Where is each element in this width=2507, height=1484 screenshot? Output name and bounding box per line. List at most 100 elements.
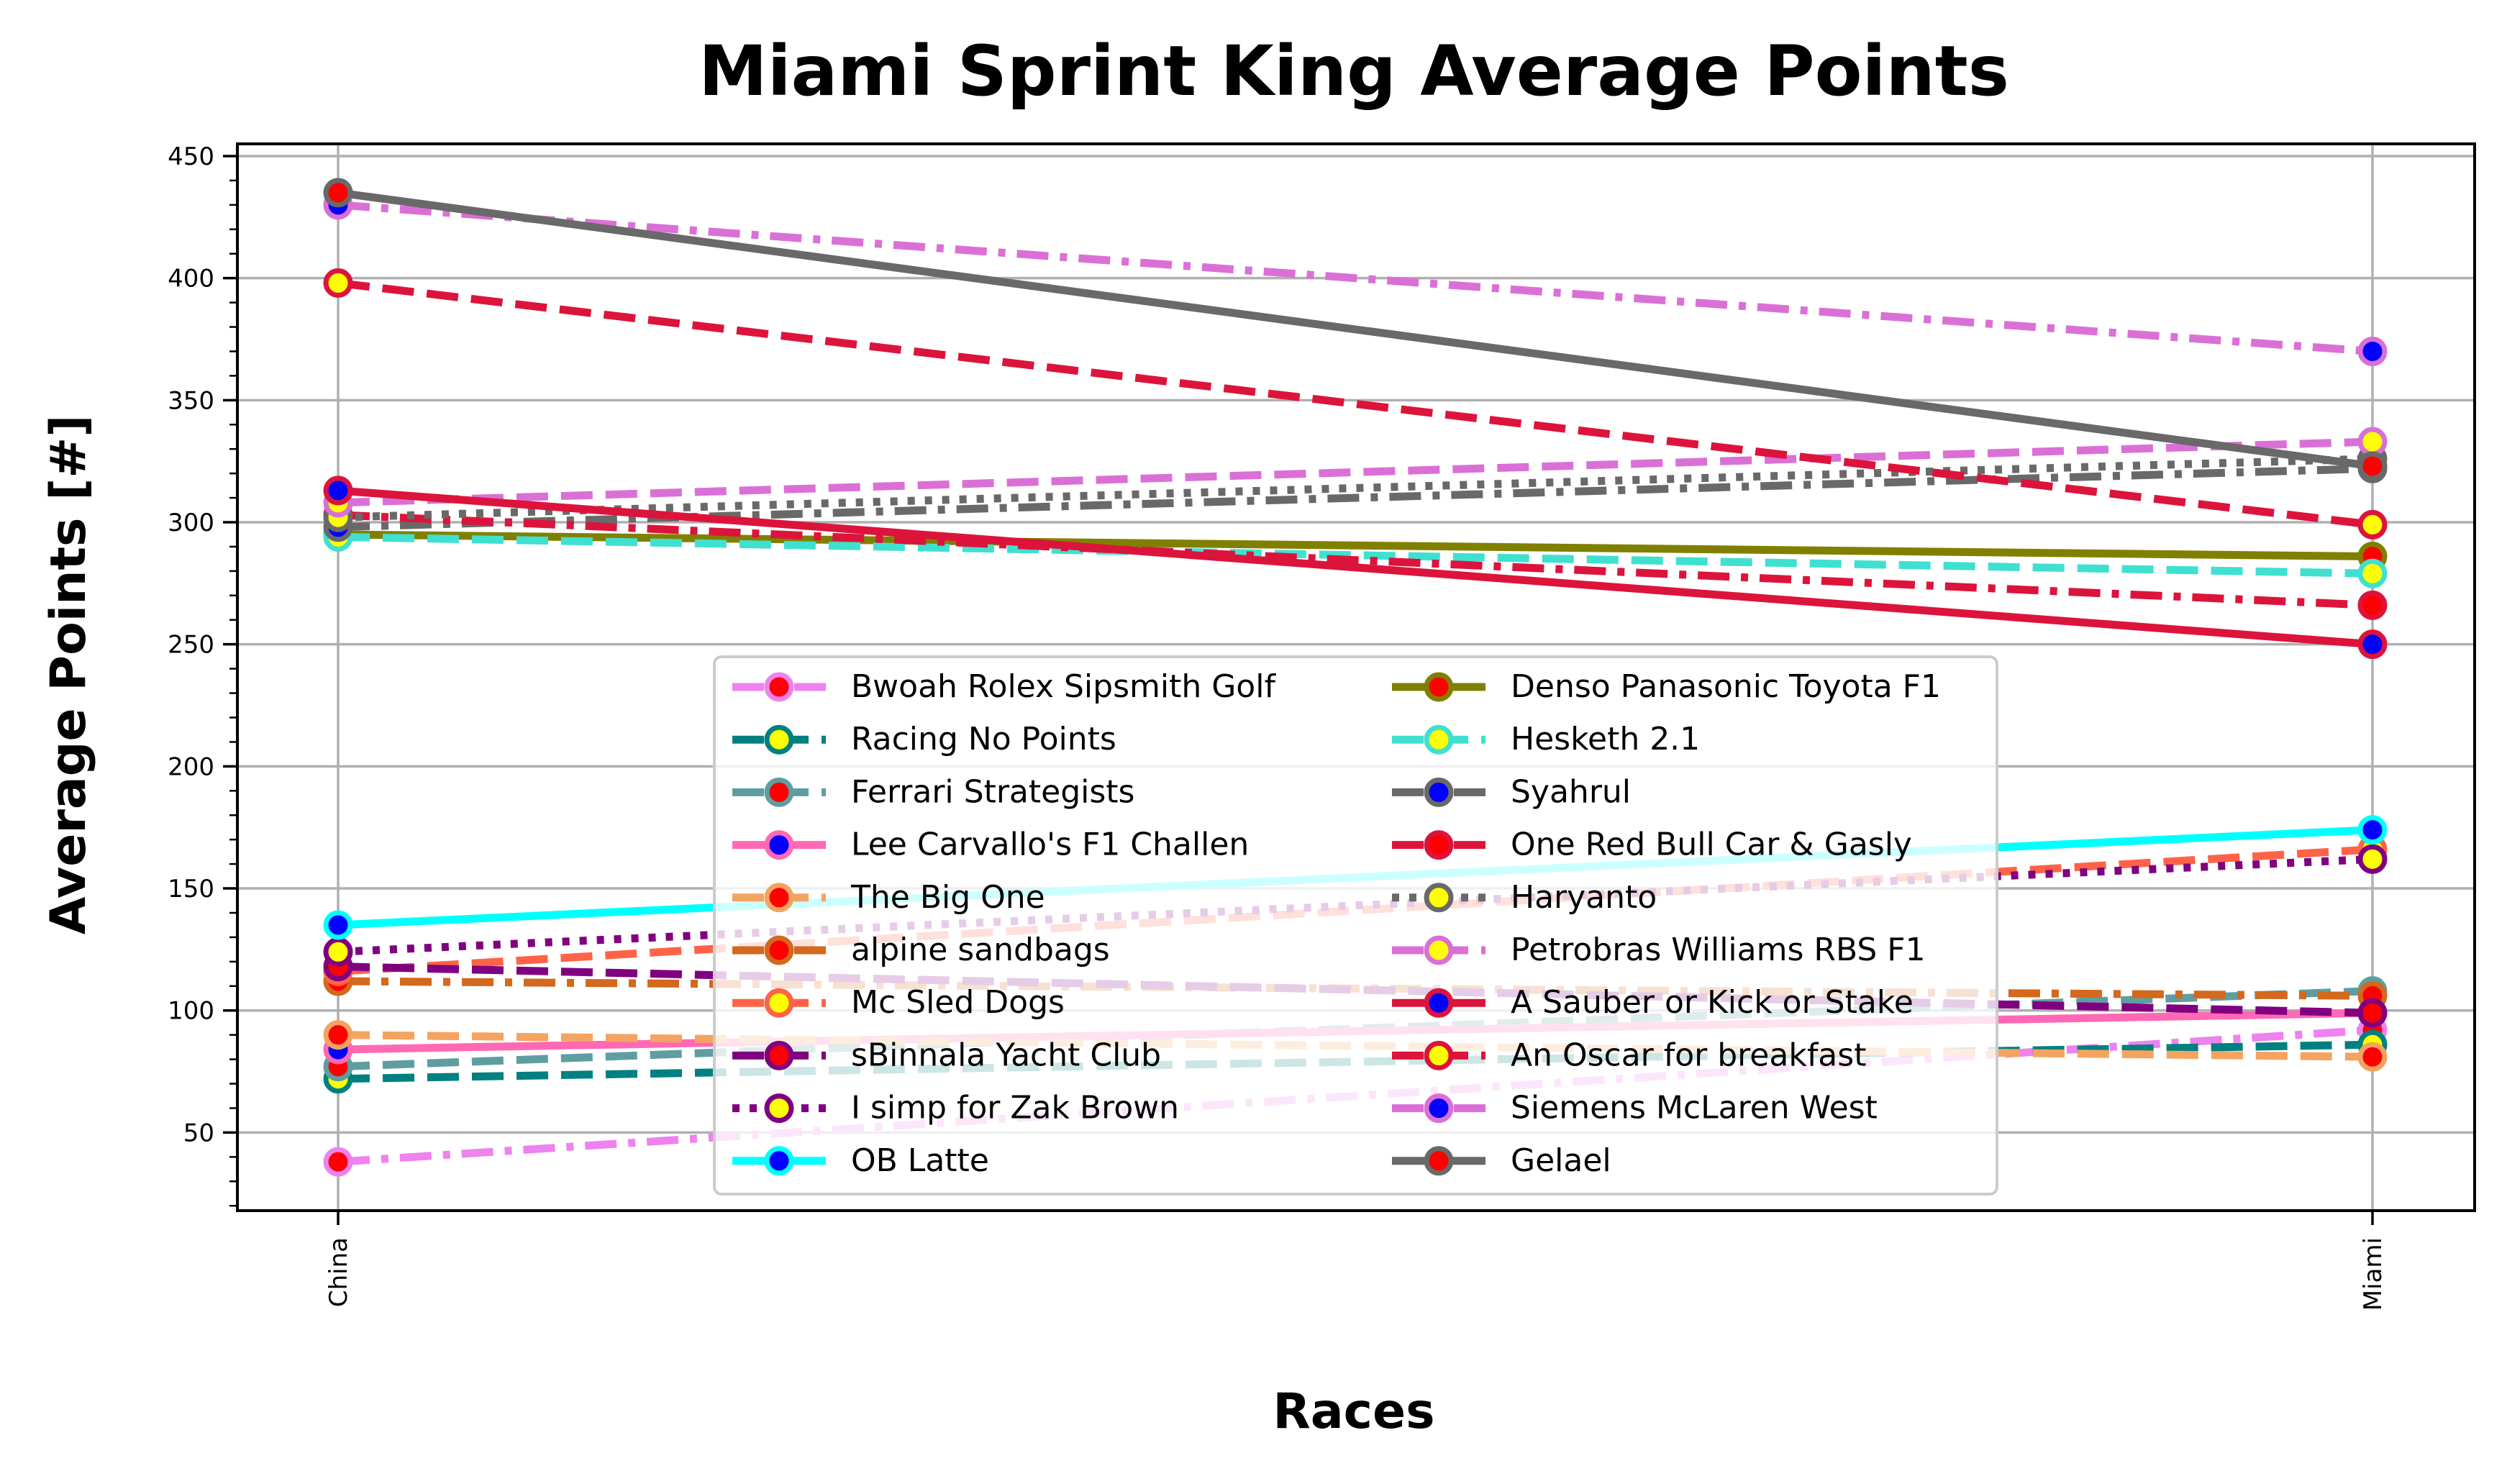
legend-item: Denso Panasonic Toyota F1 <box>1392 668 1941 705</box>
data-point <box>323 178 353 208</box>
data-point <box>2357 509 2388 540</box>
legend-item: Gelael <box>1392 1142 1611 1179</box>
data-point <box>323 268 353 298</box>
legend-label: One Red Bull Car & Gasly <box>1511 827 1912 863</box>
series-line <box>337 455 2373 522</box>
data-point <box>2357 590 2388 620</box>
legend-label: The Big One <box>850 879 1045 916</box>
series-17 <box>323 268 2388 540</box>
series-line <box>337 1031 2373 1061</box>
x-axis-label: Races <box>1273 1383 1434 1440</box>
series-4 <box>323 1020 2388 1072</box>
legend-marker <box>764 988 794 1018</box>
chart-title: Miami Sprint King Average Points <box>699 31 2009 111</box>
legend-label: OB Latte <box>851 1142 989 1179</box>
series-line <box>337 511 2373 609</box>
legend-item: Mc Sled Dogs <box>732 984 1065 1021</box>
legend-item: Lee Carvallo's F1 Challen <box>732 827 1249 863</box>
legend-box <box>713 655 1998 1196</box>
legend-marker <box>1424 1040 1454 1070</box>
legend-item: Racing No Points <box>732 721 1116 757</box>
legend-marker <box>1424 777 1454 807</box>
legend-marker <box>764 777 794 807</box>
series-line <box>337 437 2373 507</box>
data-point <box>2357 558 2388 588</box>
y-tick-label: 50 <box>183 1119 214 1147</box>
legend-item: A Sauber or Kick or Stake <box>1392 984 1914 1021</box>
legend-item: Petrobras Williams RBS F1 <box>1392 932 1926 968</box>
legend-marker <box>1424 988 1454 1018</box>
legend-marker <box>764 1146 794 1176</box>
data-point <box>2357 629 2388 660</box>
legend-item: One Red Bull Car & Gasly <box>1392 827 1912 863</box>
legend-label: An Oscar for breakfast <box>1511 1037 1866 1073</box>
y-tick-label: 300 <box>168 509 214 537</box>
series-19 <box>323 178 2388 481</box>
data-point <box>2357 844 2388 874</box>
series-line <box>337 188 2373 470</box>
series-16 <box>323 475 2388 660</box>
legend-marker <box>764 935 794 965</box>
series-line <box>337 532 2373 578</box>
legend-marker <box>764 1093 794 1124</box>
series-line <box>337 486 2373 649</box>
legend-marker <box>1424 1093 1454 1124</box>
data-point <box>323 937 353 967</box>
legend-marker <box>1424 672 1454 702</box>
legend-item: An Oscar for breakfast <box>1392 1037 1866 1073</box>
legend-item: Hesketh 2.1 <box>1392 721 1700 757</box>
legend-label: Racing No Points <box>851 721 1116 757</box>
legend-label: Lee Carvallo's F1 Challen <box>851 827 1249 863</box>
legend-label: Ferrari Strategists <box>851 773 1134 810</box>
legend-label: Syahrul <box>1511 773 1631 810</box>
legend-marker <box>764 1040 794 1070</box>
legend-label: sBinnala Yacht Club <box>851 1037 1161 1073</box>
legend-item: Ferrari Strategists <box>732 773 1134 810</box>
legend-marker <box>1424 935 1454 965</box>
y-axis-label: Average Points [#] <box>40 415 97 935</box>
legend-item: Syahrul <box>1392 773 1631 810</box>
x-tick-label: Miami <box>2359 1237 2388 1311</box>
legend-marker <box>764 724 794 755</box>
y-tick-label: 200 <box>168 752 214 781</box>
legend-item: Siemens McLaren West <box>1392 1090 1878 1126</box>
series-line <box>337 278 2373 529</box>
legend-item: Bwoah Rolex Sipsmith Golf <box>732 668 1276 705</box>
series-line <box>337 845 2373 975</box>
data-point <box>2357 998 2388 1028</box>
legend-label: A Sauber or Kick or Stake <box>1511 984 1914 1021</box>
legend-item: OB Latte <box>732 1142 989 1179</box>
legend-item: I simp for Zak Brown <box>732 1090 1179 1126</box>
y-tick-label: 400 <box>168 265 214 293</box>
legend-label: Mc Sled Dogs <box>851 984 1065 1021</box>
legend-item: Haryanto <box>1392 879 1657 916</box>
legend-marker <box>1424 830 1454 860</box>
y-tick-label: 450 <box>168 142 214 171</box>
x-tick-label: China <box>324 1237 353 1307</box>
legend-label: I simp for Zak Brown <box>851 1090 1179 1126</box>
legend-marker <box>764 883 794 913</box>
axes: 50 100 150 200 250 300 350 400 450 China Miami <box>168 142 2476 1311</box>
data-point <box>323 910 353 940</box>
data-point <box>2357 451 2388 481</box>
legend-label: Haryanto <box>1511 879 1657 916</box>
legend-item: sBinnala Yacht Club <box>732 1037 1161 1073</box>
data-point <box>323 1147 353 1177</box>
series-layer <box>323 178 2388 1177</box>
data-point <box>323 1020 353 1050</box>
series-line <box>337 201 2373 355</box>
y-tick-label: 250 <box>168 631 214 660</box>
legend-label: Petrobras Williams RBS F1 <box>1511 932 1926 968</box>
data-point <box>2357 815 2388 845</box>
plot-frame <box>236 142 2476 1212</box>
legend-marker <box>1424 883 1454 913</box>
data-point <box>323 475 353 506</box>
series-line <box>337 855 2373 956</box>
y-tick-label: 150 <box>168 875 214 903</box>
y-tick-label: 350 <box>168 386 214 415</box>
legend-item: The Big One <box>732 879 1045 916</box>
legend-label: Siemens McLaren West <box>1511 1090 1878 1126</box>
series-line <box>337 530 2373 561</box>
